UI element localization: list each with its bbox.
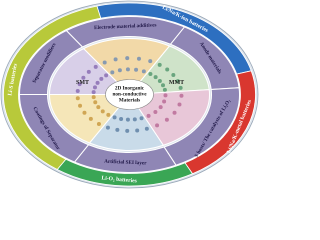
structure-atom xyxy=(132,117,137,122)
structure-atom xyxy=(164,117,169,122)
structure-atom xyxy=(95,80,100,85)
structure-atom xyxy=(157,78,162,83)
structure-atom xyxy=(91,90,96,95)
structure-atom xyxy=(81,75,86,80)
structure-atom xyxy=(175,79,180,84)
structure-atom xyxy=(78,103,83,108)
structure-atom xyxy=(162,99,167,104)
outer-segment xyxy=(3,5,102,170)
structure-atom xyxy=(153,110,158,115)
structure-atom xyxy=(119,117,124,122)
structure-atom xyxy=(157,62,162,67)
structure-atom xyxy=(100,109,105,114)
panel-label: SMT xyxy=(76,80,89,86)
structure-atom xyxy=(88,116,93,121)
inner-ring-segment xyxy=(18,29,84,95)
structure-atom xyxy=(155,123,160,128)
pie-panel xyxy=(82,38,171,96)
center-title: Materials xyxy=(119,98,140,104)
structure-atom xyxy=(86,69,91,74)
structure-atom xyxy=(136,56,141,61)
pie-panel xyxy=(128,45,210,96)
center-title: non-conductive xyxy=(112,92,147,98)
pie-panel xyxy=(88,93,165,151)
structure-atom xyxy=(125,117,130,122)
page: {"center": {"lines": ["2D Inorganic", "n… xyxy=(0,0,259,189)
structure-atom xyxy=(93,100,98,105)
structure-atom xyxy=(115,127,120,132)
structure-atom xyxy=(104,73,109,78)
outer-label: Li-O₂ batteries xyxy=(101,175,138,184)
structure-atom xyxy=(148,59,153,64)
outer-label: Li-S batteries xyxy=(7,62,19,96)
structure-atom xyxy=(102,60,107,65)
panel-label: MMT xyxy=(169,80,184,86)
structure-atom xyxy=(112,115,117,120)
structure-atom xyxy=(144,126,149,131)
structure-atom xyxy=(113,57,118,62)
structure-atom xyxy=(160,83,165,88)
structure-atom xyxy=(139,116,144,121)
structure-atom xyxy=(77,82,82,87)
center-hub xyxy=(105,79,154,110)
structure-atom xyxy=(135,128,140,133)
structure-atom xyxy=(163,93,168,98)
structure-atom xyxy=(105,125,110,130)
structure-atom xyxy=(148,71,153,76)
structure-atom xyxy=(134,67,139,72)
pie-panel xyxy=(128,89,210,146)
structure-atom xyxy=(162,87,167,92)
structure-atom xyxy=(146,113,151,118)
structure-atom xyxy=(158,105,163,110)
structure-atom xyxy=(171,72,176,77)
structure-atom xyxy=(75,96,80,101)
structure-atom xyxy=(125,67,130,72)
structure-atom xyxy=(110,70,115,75)
structure-atom xyxy=(177,102,182,107)
structure-atom xyxy=(117,68,122,73)
inner-ring-label: Electrode material additives xyxy=(94,22,157,31)
structure-atom xyxy=(172,110,177,115)
structure-atom xyxy=(91,95,96,100)
structure-atom xyxy=(106,112,111,117)
structure-atom xyxy=(96,121,101,126)
structure-atom xyxy=(153,75,158,80)
structure-atom xyxy=(96,105,101,110)
structure-atom xyxy=(93,64,98,69)
structure-atom xyxy=(82,110,87,115)
center-title: 2D Inorganic xyxy=(115,86,145,92)
structure-atom xyxy=(178,85,183,90)
structure-atom xyxy=(75,89,80,94)
inner-ring-label: Artificial SEI layer xyxy=(104,159,147,167)
structure-atom xyxy=(165,67,170,72)
structure-atom xyxy=(99,76,104,81)
structure-atom xyxy=(141,69,146,74)
structure-atom xyxy=(125,56,130,61)
structure-atom xyxy=(179,93,184,98)
structure-atom xyxy=(92,85,97,90)
structure-atom xyxy=(125,128,130,133)
